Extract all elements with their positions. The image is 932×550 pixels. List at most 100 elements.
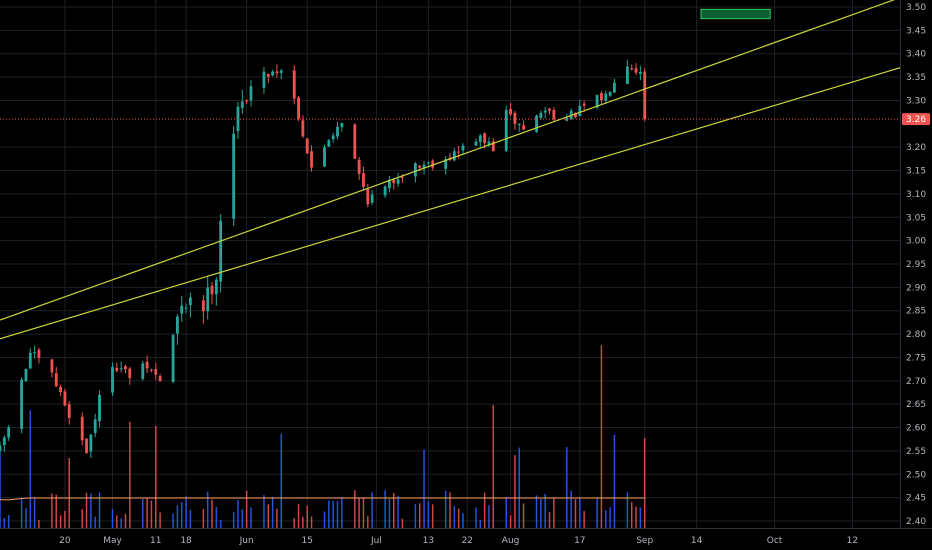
candle-body xyxy=(154,369,158,375)
candle-body xyxy=(400,177,404,179)
volume-bar xyxy=(306,505,308,528)
volume-bar xyxy=(180,502,183,528)
candle-body xyxy=(452,151,456,161)
candle-body xyxy=(266,73,270,77)
candle-body xyxy=(539,112,543,118)
candle-body xyxy=(491,141,495,152)
candle-body xyxy=(383,186,387,196)
candle-body xyxy=(128,368,132,379)
volume-bar xyxy=(124,513,127,528)
candle-body xyxy=(2,437,6,446)
candle-body xyxy=(201,300,205,312)
price-tick-label: 3.45 xyxy=(906,26,926,36)
volume-bar xyxy=(605,510,607,528)
candle-body xyxy=(331,135,335,140)
candle-body xyxy=(119,368,123,370)
last-price-tag xyxy=(902,113,930,126)
volume-bar xyxy=(574,499,577,528)
candle-body xyxy=(565,117,569,121)
candle-body xyxy=(522,125,525,130)
volume-bar xyxy=(20,498,23,528)
time-tick-label: 11 xyxy=(150,536,161,546)
volume-bar xyxy=(414,504,417,528)
candle-body xyxy=(171,335,175,382)
volume-bar xyxy=(280,433,282,528)
annotations[interactable] xyxy=(0,8,900,120)
volume-bar xyxy=(7,515,10,528)
time-tick-label: 17 xyxy=(574,536,585,546)
candle-body xyxy=(634,68,638,73)
volume-bar xyxy=(384,490,386,528)
volume-bar xyxy=(81,509,83,528)
candle-body xyxy=(98,394,101,422)
price-axis[interactable]: 3.50 3.45 3.40 3.35 3.30 3.20 3.15 3.10 3.05 3.00… xyxy=(900,0,931,528)
candle-body xyxy=(504,110,508,151)
candle-body xyxy=(175,316,179,334)
time-tick-label: Sep xyxy=(636,536,653,546)
volume-bar xyxy=(59,515,62,528)
volume-bar xyxy=(263,495,265,528)
time-tick-label: May xyxy=(103,536,122,546)
volume-bar xyxy=(111,509,114,528)
volume-bar xyxy=(630,502,633,528)
volume-bar xyxy=(540,499,542,528)
trendlines[interactable] xyxy=(0,0,913,340)
candle-body xyxy=(392,179,396,184)
candle-body xyxy=(431,160,435,168)
candle-body xyxy=(396,179,400,184)
volume-bar xyxy=(639,507,642,528)
candle-body xyxy=(37,349,41,359)
volume-bar xyxy=(600,345,603,528)
candle-body xyxy=(271,71,275,76)
candle-body xyxy=(418,165,422,168)
price-tick-label: 2.40 xyxy=(906,517,926,527)
volume-bar xyxy=(33,497,36,528)
price-tick-label: 3.05 xyxy=(906,213,926,223)
volume-bar xyxy=(276,508,278,528)
volume-bar xyxy=(120,518,122,528)
candle-body xyxy=(552,110,556,120)
candle-body xyxy=(478,135,482,143)
volume-bar xyxy=(566,447,568,528)
time-axis[interactable]: 20 May 11 18 Jun 15 Jul 13 22 Aug 17 Sep 14 Oct 12 xyxy=(0,528,932,547)
candle-body xyxy=(0,445,2,451)
volume-bar xyxy=(336,501,339,528)
candle-body xyxy=(643,71,647,120)
candle-body xyxy=(543,110,547,113)
volume-bar xyxy=(492,405,495,528)
candle-body xyxy=(574,112,577,118)
price-tick-label: 2.75 xyxy=(906,353,926,363)
candle-body xyxy=(210,285,214,295)
volume-bar xyxy=(25,508,27,528)
candle-body xyxy=(145,361,149,369)
candle-body xyxy=(457,151,461,153)
volume-bar xyxy=(457,508,460,528)
volume-bar xyxy=(211,499,213,528)
candle-body xyxy=(608,92,612,96)
candle-body xyxy=(305,138,309,154)
candle-body xyxy=(50,359,54,373)
price-tick-label: 2.95 xyxy=(906,260,926,270)
candle-body xyxy=(600,93,603,101)
volume-bar xyxy=(232,512,235,528)
volume-bar xyxy=(150,500,153,528)
candle-body xyxy=(292,70,296,99)
volume-bar xyxy=(449,492,451,528)
candle-body xyxy=(625,66,629,84)
price-tick-label: 2.45 xyxy=(906,494,926,504)
volume-bar xyxy=(548,512,551,528)
candle-body xyxy=(535,115,538,132)
candle-body xyxy=(301,120,305,137)
candle-body xyxy=(184,307,188,309)
candle-body xyxy=(362,173,365,187)
candle-body xyxy=(150,369,153,371)
candle-body xyxy=(67,404,71,419)
candle-body xyxy=(245,100,249,102)
candle-body xyxy=(275,71,279,74)
volume-bar xyxy=(371,492,373,528)
time-tick-label: 13 xyxy=(423,536,434,546)
